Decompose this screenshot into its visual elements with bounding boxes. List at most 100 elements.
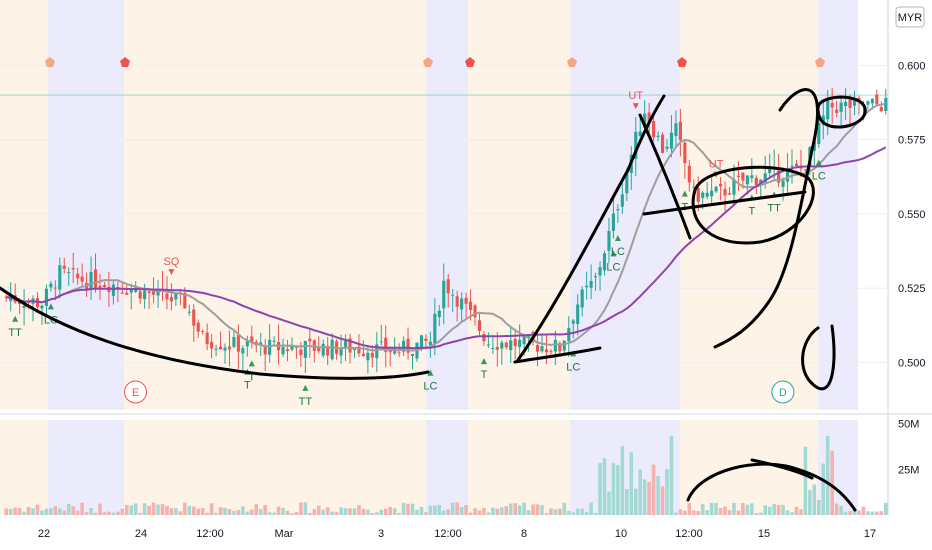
volume-bar-30 [138,512,142,515]
candle-body-81 [366,352,370,361]
candle-body-144 [647,112,651,124]
candle-body-146 [656,135,660,137]
session-marker-2 [423,57,433,67]
candle-body-177 [794,163,799,167]
candle-body-48 [218,346,223,350]
volume-bar-76 [343,508,348,515]
volume-bar-94 [424,512,428,515]
candle-body-50 [227,346,232,350]
time-tick-2: 12:00 [196,528,224,540]
candle-body-80 [361,353,365,356]
signal-arrow-12 [681,190,688,197]
volume-bar-120 [540,505,544,515]
candle-body-98 [442,280,446,309]
candle-body-64 [290,346,294,350]
volume-bar-18 [84,512,89,515]
candle-body-171 [768,168,772,173]
candle-body-63 [285,349,290,352]
candle-body-186 [835,109,839,113]
drawing-curve-right [713,88,819,349]
signal-label-13: UT [709,159,724,171]
candle-body-30 [138,291,142,299]
volume-bar-80 [361,508,366,515]
candle-body-132 [594,276,598,278]
volume-bar-15 [71,506,75,515]
candle-body-45 [205,332,209,345]
volume-bar-68 [308,512,312,515]
volume-bar-180 [808,490,812,515]
candle-body-153 [687,165,691,183]
candle-body-22 [102,284,107,288]
signal-arrow-1 [47,303,54,310]
candle-body-66 [299,349,303,355]
candle-body-34 [156,289,160,296]
signal-label-6: LC [423,381,437,393]
volume-bar-50 [227,508,232,515]
volume-bar-6 [31,508,35,515]
candle-body-160 [719,183,723,187]
volume-bar-153 [687,503,692,515]
candle-body-165 [741,172,745,181]
candle-body-72 [326,346,330,356]
volume-bar-118 [531,504,535,515]
time-tick-6: 8 [521,528,527,540]
candle-body-58 [263,345,267,355]
volume-bar-62 [281,507,285,515]
candle-body-169 [759,179,763,184]
candle-body-32 [147,291,151,294]
candle-body-134 [602,253,607,271]
drawing-line-down [638,113,692,240]
volume-bar-14 [66,503,71,515]
candle-body-99 [446,279,450,294]
candle-body-116 [522,335,526,345]
candle-body-38 [174,293,178,300]
candle-body-106 [477,320,482,331]
volume-bar-90 [406,503,410,515]
candle-body-104 [468,301,473,310]
volume-bar-60 [272,512,276,515]
signal-arrow-4 [248,360,255,367]
candle-body-12 [58,265,62,290]
candle-body-24 [111,284,115,296]
candle-body-16 [76,273,80,279]
time-axis: 22 24 12:00 Mar 3 12:00 8 10 12:00 15 17 [38,528,876,540]
volume-bar-110 [495,508,500,515]
volume-bar-194 [870,511,875,515]
volume-bar-185 [830,450,834,515]
volume-bar-63 [285,510,290,515]
price-tick-1: 0.575 [898,135,926,147]
volume-bar-20 [93,512,98,515]
candle-body-96 [433,313,437,344]
candle-body-194 [870,98,874,104]
candle-body-125 [562,340,566,351]
signal-arrow-0 [12,315,19,322]
volume-tick-1: 25M [898,464,919,476]
candle-body-117 [527,335,531,338]
volume-bar-93 [419,506,424,515]
volume-bar-196 [879,511,884,515]
candle-body-139 [625,172,629,194]
volume-bar-81 [366,509,370,515]
volume-bar-164 [736,510,741,515]
time-tick-5: 12:00 [434,528,462,540]
candle-body-156 [701,192,705,198]
candle-body-40 [183,292,187,309]
candle-body-155 [696,187,700,202]
volume-bar-77 [348,508,352,515]
volume-bar-150 [674,512,678,515]
candle-body-11 [53,287,57,289]
candle-body-60 [272,340,276,342]
time-tick-9: 15 [758,528,770,540]
candle-body-78 [352,348,357,350]
volume-bar-99 [446,509,451,515]
volume-bar-54 [245,511,250,515]
time-tick-1: 24 [135,528,147,540]
candle-body-120 [540,346,544,352]
volume-bar-0 [4,508,9,515]
signal-arrow-16 [815,159,822,166]
volume-bar-121 [544,513,549,515]
volume-bar-72 [325,507,330,515]
candle-body-173 [777,170,781,183]
time-tick-4: 3 [378,528,384,540]
